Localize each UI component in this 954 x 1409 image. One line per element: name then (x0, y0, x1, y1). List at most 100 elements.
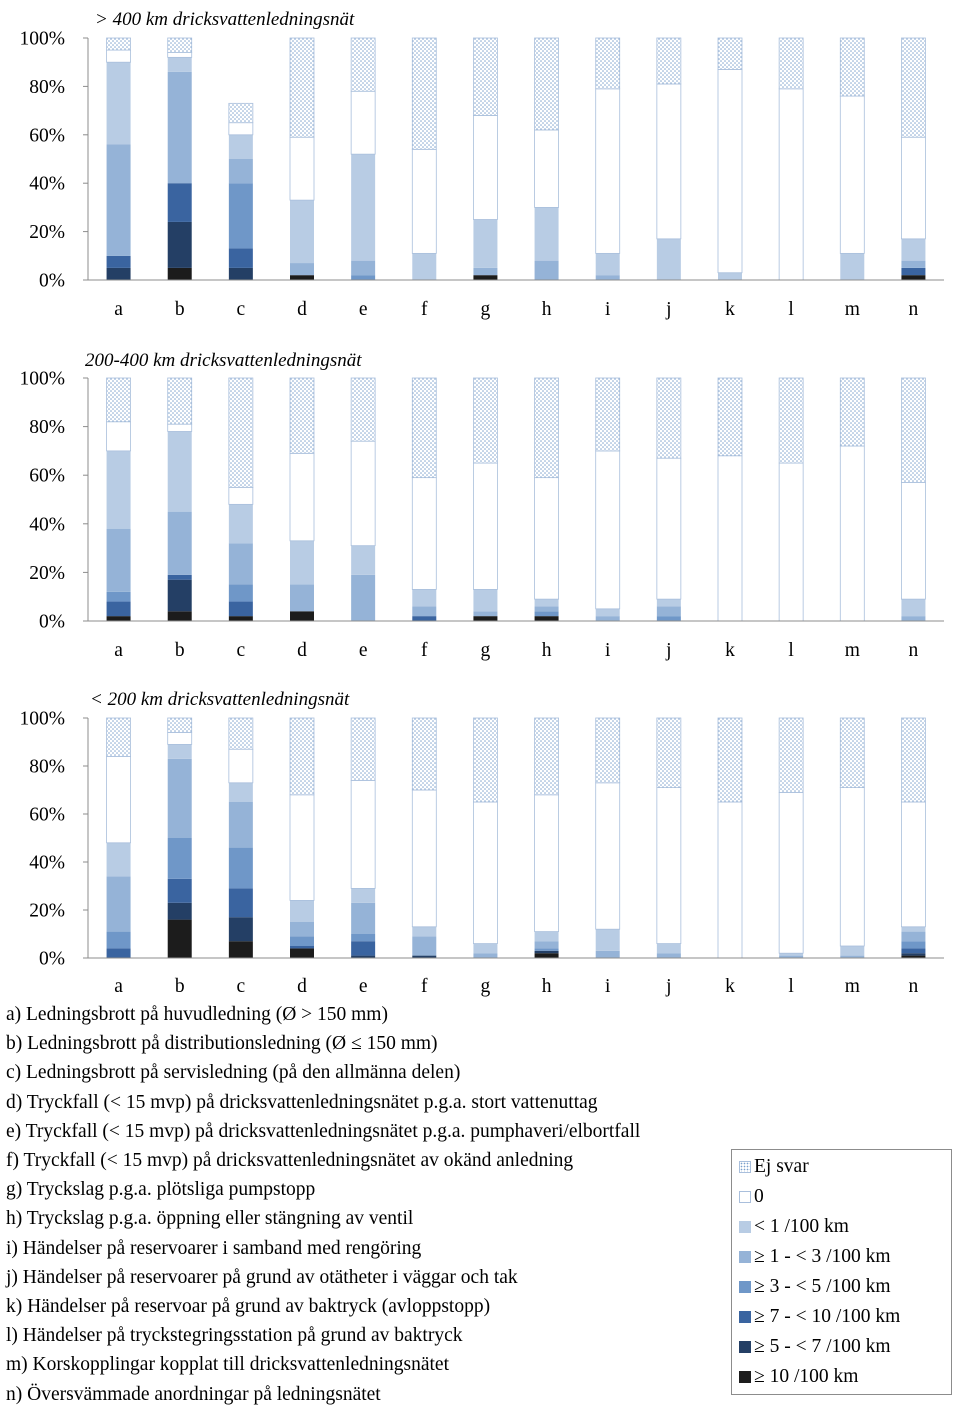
bar-segment (167, 838, 192, 879)
legend-swatch-7-10 (739, 1311, 751, 1323)
bar-segment (228, 183, 253, 249)
chart-panel-1: > 400 km dricksvattenledningsnät 0% 20% 40%… (20, 9, 944, 320)
bar-segment (289, 377, 315, 454)
legend-label: ≥ 10 /100 km (754, 1366, 859, 1387)
bar-segment (901, 948, 926, 954)
bar-segment (656, 953, 681, 958)
bar-segment (717, 801, 743, 959)
bar-segment (595, 450, 621, 610)
bar-segment (412, 926, 437, 937)
bar-segment (106, 876, 131, 932)
bar-segment (473, 611, 498, 617)
x-tick-label: c (237, 976, 246, 997)
x-tick-label: a (114, 976, 123, 997)
bar-segment (350, 90, 376, 155)
bar-segment (167, 511, 192, 575)
bar-segment (839, 377, 865, 447)
bar-segment (656, 599, 681, 607)
bar-segment (106, 450, 131, 529)
x-tick-label: c (237, 299, 246, 320)
bar-segment (350, 377, 376, 442)
bar-segment (595, 253, 620, 276)
x-tick-label: e (359, 299, 368, 320)
bar-segment (473, 717, 498, 803)
chart-title: > 400 km dricksvattenledningsnät (95, 9, 355, 30)
bar-segment (228, 917, 253, 942)
bar-segment (106, 528, 131, 592)
note-k: k) Händelser på reservoar på grund av ba… (6, 1296, 491, 1318)
bar-segment (228, 717, 254, 750)
x-tick-label: l (788, 640, 794, 661)
y-tick-label: 60% (29, 805, 65, 826)
bar-segment (289, 794, 315, 901)
bar-segment (228, 248, 253, 268)
bar-segment (534, 207, 559, 261)
bar-segment (167, 57, 192, 72)
x-tick-label: b (175, 299, 185, 320)
bar-segment (656, 717, 682, 788)
bar-segment (534, 260, 559, 280)
bar-segment (839, 787, 865, 947)
bar-segment (595, 608, 620, 617)
x-tick-label: f (421, 640, 428, 661)
bar-segment (167, 579, 192, 612)
x-tick-label: m (845, 299, 860, 320)
bar-segment (289, 717, 315, 796)
bar-segment (779, 953, 804, 956)
bar-segment (228, 486, 254, 505)
y-tick-label: 20% (29, 563, 65, 584)
x-tick-label: h (542, 299, 552, 320)
bar-segment (901, 267, 926, 276)
x-tick-label: l (788, 976, 794, 997)
bar-segment (901, 238, 926, 261)
bar-segment (106, 37, 131, 51)
chart-title: < 200 km dricksvattenledningsnät (90, 689, 350, 710)
bar-segment (778, 717, 804, 793)
x-tick-label: k (725, 640, 735, 661)
note-h: h) Tryckslag p.g.a. öppning eller stängn… (6, 1208, 414, 1230)
x-tick-label: g (481, 299, 491, 320)
y-tick-label: 40% (29, 174, 65, 195)
bar-segment (901, 260, 926, 268)
x-tick-label: e (359, 976, 368, 997)
bar-segment (473, 37, 498, 116)
bar-segment (534, 953, 559, 958)
bar-segment (901, 599, 926, 617)
bar-segment (717, 377, 743, 457)
legend-item-zero: 0 (739, 1186, 764, 1208)
bar-segment (167, 183, 192, 222)
bar-segment (534, 941, 559, 949)
bar-segment (901, 136, 926, 240)
bar-segment (656, 787, 682, 944)
bar-segment (290, 275, 314, 280)
bar-segment (534, 950, 559, 954)
bar-segment (106, 49, 131, 63)
bar-segment (106, 255, 131, 268)
bar-segment (717, 69, 743, 274)
bar-segment (901, 616, 926, 621)
bar-segment (351, 941, 376, 956)
legend-label: < 1 /100 km (754, 1216, 849, 1237)
bar-segment (595, 37, 621, 90)
note-n: n) Översvämmade anordningar på ledningsn… (6, 1383, 381, 1405)
legend-swatch-ej-svar (739, 1161, 751, 1173)
bar-segment (473, 462, 498, 590)
note-m: m) Korskopplingar kopplat till dricksvat… (6, 1354, 449, 1376)
x-tick-label: g (481, 976, 491, 997)
bar-segment (167, 221, 192, 268)
x-tick-label: b (175, 640, 185, 661)
bar-segment (106, 377, 131, 423)
x-tick-label: f (421, 976, 428, 997)
chart-title: 200-400 km dricksvattenledningsnät (85, 350, 362, 371)
bar-segment (534, 37, 559, 131)
stacked-bar-charts: > 400 km dricksvattenledningsnät 0% 20% 40%… (20, 9, 944, 997)
bar-segment (473, 801, 498, 945)
bar-segment (412, 589, 437, 607)
note-i: i) Händelser på reservoarer i samband me… (6, 1237, 422, 1259)
bar-segment (473, 267, 498, 276)
bar-segment (778, 377, 804, 464)
bar-segment (290, 200, 314, 264)
bar-segment (839, 37, 865, 97)
bar-segment (839, 445, 865, 622)
bar-segment (290, 900, 314, 922)
